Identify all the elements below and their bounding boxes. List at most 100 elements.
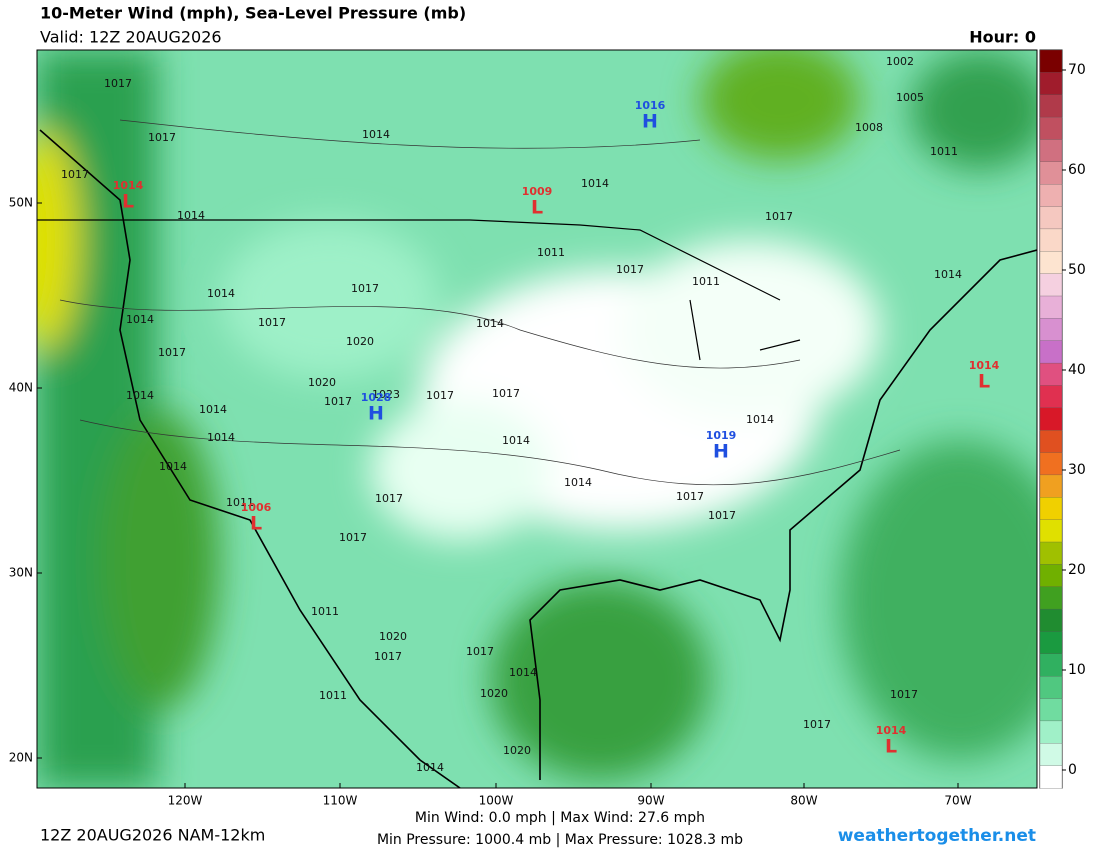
colorbar-swatch	[1039, 184, 1063, 208]
isobar-label: 1008	[855, 121, 883, 134]
lon-label: 100W	[479, 794, 514, 808]
title: 10-Meter Wind (mph), Sea-Level Pressure …	[40, 4, 466, 23]
colorbar-swatch	[1039, 49, 1063, 74]
isobar-label: 1017	[616, 263, 644, 276]
isobar-label: 1017	[426, 389, 454, 402]
valid-time: Valid: 12Z 20AUG2026	[40, 28, 222, 47]
lon-label: 70W	[944, 794, 971, 808]
colorbar-swatch	[1039, 631, 1063, 655]
isobar-label: 1017	[148, 131, 176, 144]
center-pressure: 1016	[635, 99, 666, 112]
colorbar-swatch	[1039, 430, 1063, 454]
isobar-label: 1014	[746, 413, 774, 426]
colorbar-swatch	[1039, 295, 1063, 320]
lat-label: 40N	[9, 381, 33, 395]
isobar-label: 1020	[346, 335, 374, 348]
colorbar-swatch	[1039, 541, 1063, 566]
center-pressure: 1006	[241, 501, 272, 514]
isobar-label: 1002	[886, 55, 914, 68]
colorbar-swatch	[1039, 94, 1063, 118]
isobar-label: 1017	[375, 492, 403, 505]
isobar-label: 1014	[509, 666, 537, 679]
lat-label: 20N	[9, 751, 33, 765]
isobar-label: 1017	[374, 650, 402, 663]
lon-label: 90W	[637, 794, 664, 808]
center-symbol: L	[978, 371, 990, 393]
colorbar-swatch	[1039, 698, 1063, 722]
colorbar-swatch	[1039, 72, 1063, 96]
isobar-label: 1017	[765, 210, 793, 223]
colorbar-tick-label: 70	[1068, 62, 1086, 78]
colorbar-swatch	[1039, 161, 1063, 185]
wind-range: Min Wind: 0.0 mph | Max Wind: 27.6 mph	[415, 810, 705, 826]
center-pressure: 1014	[969, 359, 1000, 372]
lon-label: 80W	[790, 794, 817, 808]
isobar-label: 1017	[61, 168, 89, 181]
isobar-label: 1023	[372, 388, 400, 401]
isobar-label: 1011	[692, 275, 720, 288]
center-symbol: L	[531, 197, 543, 219]
lat-label: 50N	[9, 196, 33, 210]
colorbar-swatch	[1039, 474, 1063, 498]
isobar-label: 1014	[502, 434, 530, 447]
isobar-label: 1017	[803, 718, 831, 731]
colorbar-swatch	[1039, 586, 1063, 610]
colorbar-swatch	[1039, 139, 1063, 163]
center-pressure: 1009	[522, 185, 553, 198]
colorbar-swatch	[1039, 362, 1063, 387]
colorbar-swatch	[1039, 385, 1063, 409]
isobar-label: 1017	[351, 282, 379, 295]
colorbar-swatch	[1039, 743, 1063, 767]
colorbar-tick-label: 30	[1068, 462, 1086, 478]
isobar-label: 1014	[581, 177, 609, 190]
isobar-label: 1014	[177, 209, 205, 222]
colorbar-swatch	[1039, 497, 1063, 521]
isobar-label: 1017	[324, 395, 352, 408]
isobar-label: 1014	[416, 761, 444, 774]
isobar-label: 1014	[564, 476, 592, 489]
lon-label: 120W	[168, 794, 203, 808]
colorbar-swatch	[1039, 318, 1063, 342]
isobar-label: 1014	[362, 128, 390, 141]
isobar-label: 1014	[126, 313, 154, 326]
center-pressure: 1014	[876, 724, 907, 737]
isobar-label: 1011	[930, 145, 958, 158]
isobar-label: 1017	[258, 316, 286, 329]
colorbar-tick-label: 40	[1068, 362, 1086, 378]
center-symbol: L	[122, 191, 134, 213]
isobar-label: 1020	[503, 744, 531, 757]
colorbar-swatch	[1039, 608, 1063, 633]
center-pressure: 1028	[361, 391, 392, 404]
isobar-label: 1020	[308, 376, 336, 389]
map	[37, 50, 1037, 788]
isobar-label: 1014	[476, 317, 504, 330]
lon-label: 110W	[323, 794, 358, 808]
colorbar-swatch	[1039, 564, 1063, 588]
colorbar-swatch	[1039, 765, 1063, 789]
isobar-label: 1017	[492, 387, 520, 400]
center-symbol: L	[250, 513, 262, 535]
center-symbol: H	[642, 111, 658, 133]
isobar-label: 1011	[537, 246, 565, 259]
isobar-label: 1005	[896, 91, 924, 104]
isobar-label: 1011	[319, 689, 347, 702]
pressure-range: Min Pressure: 1000.4 mb | Max Pressure: …	[377, 832, 743, 848]
colorbar-swatch	[1039, 519, 1063, 543]
colorbar-swatch	[1039, 340, 1063, 364]
colorbar-tick-label: 10	[1068, 662, 1086, 678]
isobar-label: 1017	[104, 77, 132, 90]
isobar-label: 1017	[466, 645, 494, 658]
model-label: 12Z 20AUG2026 NAM-12km	[40, 826, 265, 845]
forecast-hour: Hour: 0	[969, 28, 1036, 47]
isobar-label: 1014	[159, 460, 187, 473]
colorbar-swatch	[1039, 206, 1063, 230]
lat-label: 30N	[9, 566, 33, 580]
isobar-label: 1011	[226, 496, 254, 509]
colorbar-tick-label: 50	[1068, 262, 1086, 278]
center-symbol: H	[368, 403, 384, 425]
colorbar-tick-label: 60	[1068, 162, 1086, 178]
colorbar-tick-label: 20	[1068, 562, 1086, 578]
center-pressure: 1014	[113, 179, 144, 192]
colorbar-swatch	[1039, 251, 1063, 275]
